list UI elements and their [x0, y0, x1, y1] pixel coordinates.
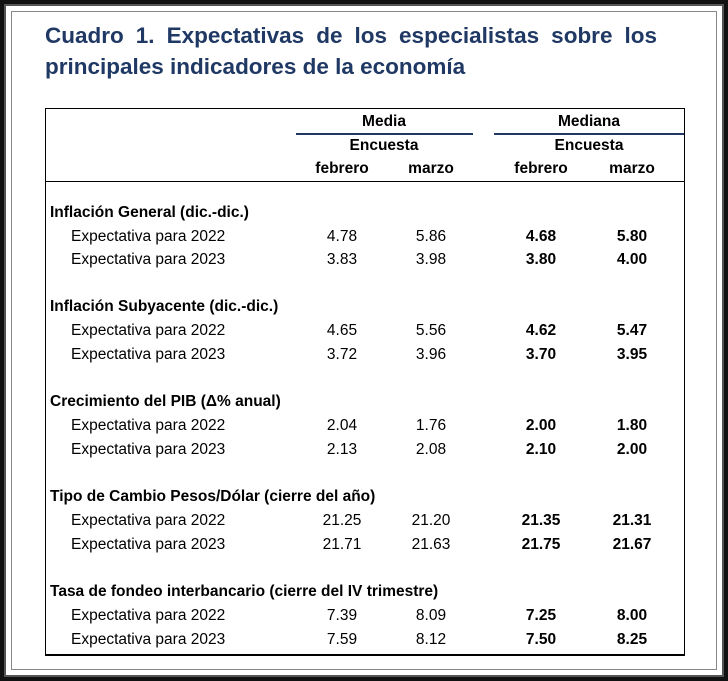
section-label: Inflación Subyacente (dic.-dic.) [50, 298, 279, 315]
header-encuesta-media: Encuesta [349, 137, 419, 154]
header-divider [46, 181, 684, 182]
cell-media-mar: 21.63 [411, 536, 451, 553]
cell-mediana-feb: 2.10 [525, 441, 557, 458]
header-encuesta-mediana: Encuesta [554, 137, 624, 154]
cell-mediana-mar: 2.00 [616, 441, 648, 458]
cell-media-feb: 2.13 [326, 441, 358, 458]
cell-mediana-feb: 4.62 [525, 322, 557, 339]
cell-mediana-feb: 3.80 [525, 251, 557, 268]
mediana-rule [494, 133, 684, 135]
row-label: Expectativa para 2022 [71, 322, 226, 339]
cell-mediana-feb: 4.68 [525, 228, 557, 245]
cell-media-mar: 5.56 [415, 322, 447, 339]
cell-media-mar: 3.96 [415, 346, 447, 363]
cell-mediana-mar: 8.00 [616, 607, 648, 624]
header-mediana: Mediana [557, 113, 620, 130]
cell-mediana-feb: 2.00 [525, 417, 557, 434]
cell-mediana-feb: 7.25 [525, 607, 557, 624]
cell-media-feb: 4.65 [326, 322, 358, 339]
header-media-marzo: marzo [408, 160, 454, 177]
cell-media-feb: 3.72 [326, 346, 358, 363]
cell-media-mar: 5.86 [415, 228, 447, 245]
row-label: Expectativa para 2023 [71, 536, 226, 553]
cell-mediana-feb: 21.35 [521, 512, 561, 529]
cell-media-feb: 21.25 [322, 512, 362, 529]
cell-media-mar: 21.20 [411, 512, 451, 529]
row-label: Expectativa para 2022 [71, 607, 226, 624]
row-label: Expectativa para 2022 [71, 417, 226, 434]
cell-mediana-mar: 4.00 [616, 251, 648, 268]
section-label: Inflación General (dic.-dic.) [50, 204, 249, 221]
row-label: Expectativa para 2022 [71, 512, 226, 529]
cell-media-feb: 7.59 [326, 631, 358, 648]
table-bottom-rule [45, 654, 685, 656]
cell-mediana-mar: 3.95 [616, 346, 648, 363]
header-media-febrero: febrero [315, 160, 369, 177]
table-title: Cuadro 1. Expectativas de los especialis… [45, 23, 657, 79]
row-label: Expectativa para 2022 [71, 228, 226, 245]
cell-media-feb: 4.78 [326, 228, 358, 245]
section-label: Tasa de fondeo interbancario (cierre del… [50, 583, 439, 600]
row-label: Expectativa para 2023 [71, 251, 226, 268]
media-rule [296, 133, 473, 135]
cell-media-feb: 2.04 [326, 417, 358, 434]
cell-mediana-feb: 21.75 [521, 536, 561, 553]
cell-mediana-mar: 21.67 [612, 536, 652, 553]
table-panel: Media Mediana Encuesta Encuesta febrero … [45, 108, 685, 655]
section-label: Tipo de Cambio Pesos/Dólar (cierre del a… [50, 488, 376, 505]
cell-mediana-mar: 21.31 [612, 512, 652, 529]
cell-media-mar: 8.09 [415, 607, 447, 624]
frame-inner-border [11, 11, 717, 670]
cell-mediana-mar: 1.80 [616, 417, 648, 434]
cell-mediana-feb: 7.50 [525, 631, 557, 648]
cell-mediana-feb: 3.70 [525, 346, 557, 363]
cell-mediana-mar: 5.47 [616, 322, 648, 339]
cell-media-mar: 1.76 [415, 417, 447, 434]
header-media: Media [362, 113, 406, 130]
cell-media-mar: 2.08 [415, 441, 447, 458]
row-label: Expectativa para 2023 [71, 441, 226, 458]
row-label: Expectativa para 2023 [71, 346, 226, 363]
header-mediana-marzo: marzo [609, 160, 655, 177]
cell-mediana-mar: 5.80 [616, 228, 648, 245]
section-label: Crecimiento del PIB (Δ% anual) [50, 393, 281, 410]
cell-media-feb: 7.39 [326, 607, 358, 624]
cell-media-mar: 8.12 [415, 631, 447, 648]
row-label: Expectativa para 2023 [71, 631, 226, 648]
cell-media-feb: 3.83 [326, 251, 358, 268]
header-mediana-febrero: febrero [514, 160, 568, 177]
cell-media-mar: 3.98 [415, 251, 447, 268]
cell-mediana-mar: 8.25 [616, 631, 648, 648]
cell-media-feb: 21.71 [322, 536, 362, 553]
